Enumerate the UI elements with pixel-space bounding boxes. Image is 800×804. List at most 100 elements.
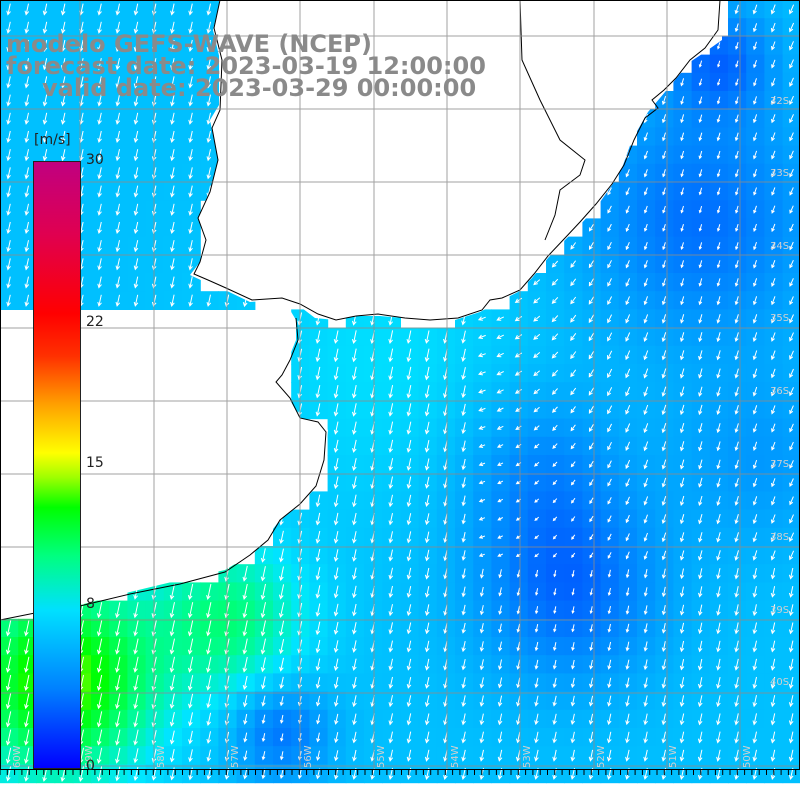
wind-arrow [571, 642, 575, 652]
wind-arrow [514, 315, 523, 322]
wind-arrow [552, 443, 558, 449]
wind-arrow [551, 297, 559, 304]
wind-arrow [97, 3, 102, 16]
wind-arrow [697, 713, 703, 726]
wind-arrow [789, 460, 794, 469]
wind-arrow [753, 96, 757, 105]
wind-arrow [406, 439, 412, 453]
wind-arrow [388, 622, 394, 635]
wind-arrow [333, 476, 339, 490]
wind-arrow [406, 384, 412, 399]
wind-arrow [643, 532, 648, 542]
colorbar-tick-label: 8 [86, 596, 95, 613]
wind-arrow [552, 677, 557, 689]
wind-arrow [570, 695, 576, 707]
wind-arrow [6, 76, 11, 89]
wind-arrow [424, 713, 430, 726]
wind-arrow [260, 620, 266, 637]
latitude-label: 38S [770, 532, 790, 543]
wind-arrow [533, 297, 541, 304]
wind-arrow [589, 460, 594, 468]
wind-arrow [716, 205, 721, 214]
wind-arrow [752, 713, 758, 726]
wind-arrow [698, 205, 703, 214]
wind-arrow [771, 114, 776, 124]
wind-arrow [206, 693, 212, 709]
wind-arrow [5, 620, 12, 637]
wind-arrow [133, 203, 139, 216]
wind-arrow [188, 112, 193, 125]
wind-arrow [789, 441, 794, 451]
wind-arrow [334, 731, 339, 744]
wind-arrow [498, 659, 503, 671]
wind-arrow [497, 749, 503, 762]
wind-arrow [716, 423, 721, 434]
wind-arrow [170, 294, 175, 307]
wind-arrow [607, 314, 613, 324]
wind-arrow [752, 586, 758, 598]
wind-arrow [97, 21, 102, 34]
wind-arrow [278, 620, 285, 637]
wind-arrow [552, 461, 558, 467]
wind-arrow [206, 39, 212, 53]
wind-arrow [716, 477, 721, 488]
wind-arrow [424, 366, 430, 381]
wind-arrow [716, 350, 721, 361]
wind-arrow [133, 294, 139, 307]
wind-arrow [115, 3, 121, 16]
wind-arrow [260, 583, 266, 601]
wind-arrow [334, 713, 339, 725]
wind-arrow [771, 241, 776, 251]
wind-arrow [534, 606, 539, 615]
wind-arrow [698, 459, 703, 470]
wind-arrow [661, 368, 667, 379]
wind-arrow [24, 656, 30, 673]
wind-arrow [588, 749, 594, 762]
wind-arrow [187, 583, 194, 601]
wind-arrow [188, 276, 193, 289]
wind-arrow [589, 677, 594, 689]
wind-arrow [643, 749, 648, 762]
wind-arrow [607, 423, 613, 433]
wind-arrow [680, 314, 685, 324]
wind-arrow [479, 659, 485, 671]
wind-arrow [261, 733, 266, 743]
wind-arrow [534, 516, 540, 522]
wind-arrow [316, 750, 321, 761]
wind-arrow [789, 132, 794, 142]
wind-arrow [461, 731, 466, 744]
wind-arrow [553, 624, 557, 633]
colorbar-tick-label: 0 [86, 758, 95, 774]
wind-arrow [133, 602, 139, 619]
wind-arrow [188, 749, 193, 763]
wind-arrow [788, 749, 794, 762]
wind-arrow [24, 294, 30, 307]
wind-arrow [96, 766, 103, 782]
wind-arrow [643, 242, 648, 251]
wind-arrow [571, 534, 576, 540]
wind-arrow [188, 39, 193, 53]
wind-arrow [607, 623, 612, 633]
wind-arrow [206, 602, 212, 619]
wind-arrow [279, 657, 284, 672]
wind-arrow [643, 205, 648, 214]
wind-arrow [716, 550, 721, 561]
wind-arrow [496, 371, 504, 376]
wind-arrow [60, 76, 66, 89]
wind-arrow [478, 389, 486, 394]
wind-arrow [734, 350, 739, 361]
wind-arrow [698, 532, 703, 543]
wind-arrow [352, 531, 357, 544]
wind-arrow [552, 642, 557, 652]
wind-arrow [424, 549, 430, 562]
wind-arrow [497, 731, 503, 744]
wind-arrow [133, 748, 139, 764]
wind-arrow [661, 495, 667, 506]
wind-arrow [625, 459, 631, 470]
wind-arrow [133, 185, 139, 198]
wind-arrow [169, 602, 175, 619]
wind-arrow [735, 242, 739, 251]
wind-arrow [261, 676, 266, 690]
wind-arrow [752, 114, 758, 124]
